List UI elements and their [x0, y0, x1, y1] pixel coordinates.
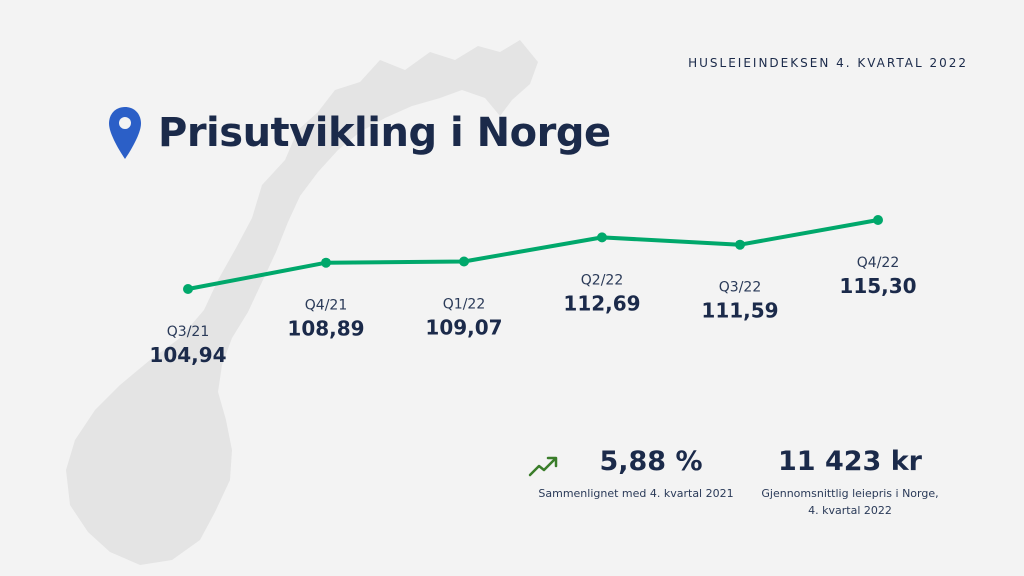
value-label: 112,69: [563, 291, 640, 315]
category-label: Q3/21: [167, 324, 209, 340]
data-point: [459, 256, 469, 267]
report-kicker: HUSLEIEINDEKSEN 4. KVARTAL 2022: [688, 56, 968, 70]
location-pin-icon: [109, 107, 141, 159]
value-label: 109,07: [425, 315, 502, 339]
series-line: [187, 218, 879, 291]
change-caption: Sammenlignet med 4. kvartal 2021: [538, 487, 734, 500]
category-label: Q3/22: [719, 280, 761, 296]
category-label: Q4/22: [857, 255, 899, 271]
data-point: [873, 215, 883, 225]
data-point: [597, 232, 607, 243]
category-label: Q2/22: [581, 272, 623, 288]
category-label: Q1/22: [443, 296, 485, 312]
data-point: [321, 257, 331, 268]
value-label: 108,89: [287, 317, 364, 341]
average-rent-stat: 11 423 kr Gjennomsnittlig leiepris i Nor…: [740, 446, 960, 519]
average-rent-caption-line2: 4. kvartal 2022: [808, 504, 892, 517]
change-stat: 5,88 % Sammenlignet med 4. kvartal 2021: [536, 446, 736, 502]
value-label: 115,30: [839, 274, 916, 298]
page-title: Prisutvikling i Norge: [158, 110, 611, 156]
category-label: Q4/21: [305, 298, 347, 314]
value-label: 104,94: [149, 343, 226, 367]
average-rent-value: 11 423 kr: [777, 446, 922, 477]
data-point: [735, 239, 745, 250]
average-rent-caption-line1: Gjennomsnittlig leiepris i Norge,: [761, 487, 939, 500]
data-point: [183, 284, 193, 294]
value-label: 111,59: [701, 299, 778, 323]
change-value: 5,88 %: [599, 446, 703, 477]
trending-up-icon: [528, 456, 558, 477]
title-row: Prisutvikling i Norge: [108, 106, 611, 160]
